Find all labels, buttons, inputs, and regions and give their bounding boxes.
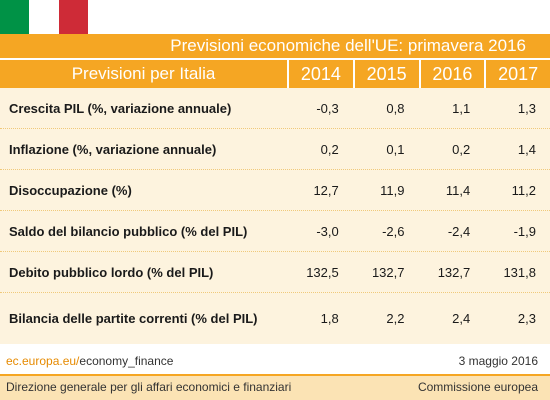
row-value: 132,7	[437, 264, 471, 280]
row-value: -2,6	[382, 223, 405, 239]
table-row: Saldo del bilancio pubblico (% del PIL) …	[0, 211, 550, 251]
row-label: Bilancia delle partite correnti (% del P…	[9, 310, 258, 326]
row-value: 132,7	[371, 264, 405, 280]
source-link[interactable]: ec.europa.eu/economy_finance	[6, 354, 173, 368]
row-value: 11,2	[511, 182, 536, 198]
row-value: -1,9	[513, 223, 536, 239]
table-row: Bilancia delle partite correnti (% del P…	[0, 293, 550, 343]
row-divider	[0, 169, 550, 170]
table-header-label: Previsioni per Italia	[71, 64, 216, 83]
year-header: 2015	[352, 60, 419, 88]
table-row: Disoccupazione (%) 12,7 11,9 11,4 11,2	[0, 170, 550, 210]
row-value: 1,8	[320, 310, 339, 326]
row-label: Saldo del bilancio pubblico (% del PIL)	[9, 223, 248, 239]
row-divider	[0, 128, 550, 129]
row-value: 1,1	[452, 100, 471, 116]
footer-bar: Direzione generale per gli affari econom…	[0, 374, 550, 400]
commission-name: Commissione europea	[417, 380, 538, 394]
year-header: 2016	[418, 60, 485, 88]
publication-date: 3 maggio 2016	[458, 354, 538, 368]
directorate-name: Direzione generale per gli affari econom…	[6, 380, 292, 394]
row-label: Disoccupazione (%)	[9, 182, 132, 198]
row-value: 11,4	[445, 182, 471, 198]
table-row: Inflazione (%, variazione annuale) 0,2 0…	[0, 129, 550, 169]
row-value: 1,3	[517, 100, 536, 116]
source-path[interactable]: economy_finance	[79, 354, 174, 368]
row-value: -3,0	[316, 223, 339, 239]
row-value: 11,9	[380, 182, 405, 198]
title-bar: Previsioni economiche dell'UE: primavera…	[0, 34, 550, 58]
row-label: Crescita PIL (%, variazione annuale)	[9, 100, 232, 116]
row-value: 1,4	[517, 141, 536, 157]
row-value: -2,4	[447, 223, 471, 239]
row-label: Debito pubblico lordo (% del PIL)	[9, 264, 214, 280]
source-domain[interactable]: ec.europa.eu/	[6, 354, 80, 368]
table-row: Crescita PIL (%, variazione annuale) -0,…	[0, 88, 550, 128]
row-divider	[0, 210, 550, 211]
row-value: 0,2	[452, 141, 471, 157]
page-title: Previsioni economiche dell'UE: primavera…	[170, 36, 526, 55]
row-value: 0,1	[386, 141, 405, 157]
row-value: 0,8	[386, 100, 405, 116]
table-row: Debito pubblico lordo (% del PIL) 132,5 …	[0, 252, 550, 292]
row-value: 2,2	[386, 310, 405, 326]
row-value: 2,3	[517, 310, 536, 326]
year-header: 2014	[287, 60, 353, 88]
row-value: 0,2	[320, 141, 339, 157]
row-divider	[0, 251, 550, 252]
row-value: 12,7	[313, 182, 339, 198]
forecast-table: Crescita PIL (%, variazione annuale) -0,…	[0, 88, 550, 344]
year-header: 2017	[484, 60, 550, 88]
row-value: 132,5	[306, 264, 339, 280]
row-label: Inflazione (%, variazione annuale)	[9, 141, 217, 157]
row-value: 2,4	[452, 310, 471, 326]
row-divider	[0, 292, 550, 293]
table-header-row: Previsioni per Italia 2014 2015 2016 201…	[0, 58, 550, 88]
row-value: -0,3	[316, 100, 339, 116]
row-value: 131,8	[503, 264, 536, 280]
source-line: ec.europa.eu/economy_finance 3 maggio 20…	[0, 352, 550, 374]
